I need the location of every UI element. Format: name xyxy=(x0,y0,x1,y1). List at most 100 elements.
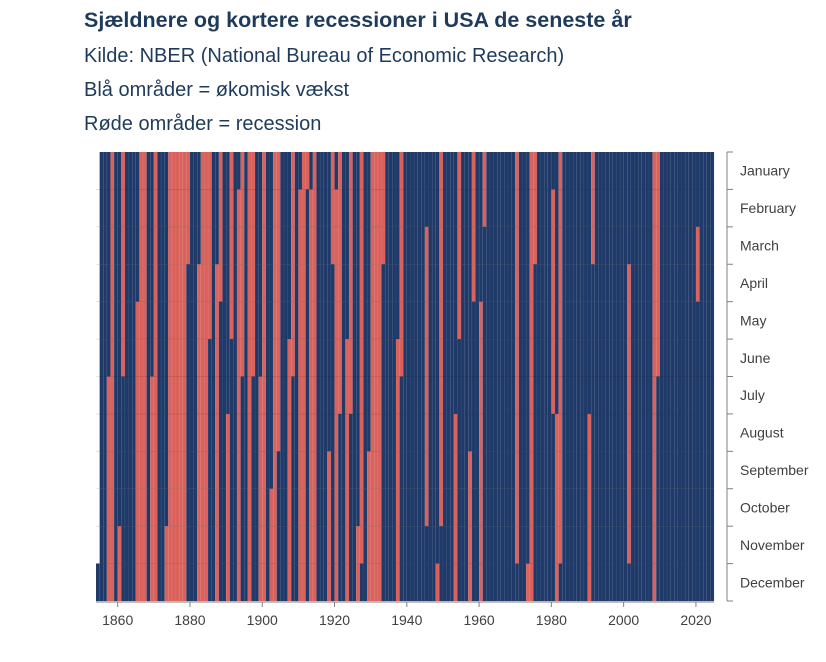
expansion-cell xyxy=(291,488,295,527)
expansion-cell xyxy=(526,226,530,265)
expansion-cell xyxy=(674,526,678,564)
expansion-cell xyxy=(323,488,328,527)
recession-cell xyxy=(150,376,154,414)
expansion-cell xyxy=(385,451,389,489)
expansion-cell xyxy=(677,301,682,340)
recession-cell xyxy=(153,226,158,265)
expansion-cell xyxy=(421,264,425,302)
recession-cell xyxy=(168,264,172,302)
expansion-cell xyxy=(265,526,270,564)
expansion-cell xyxy=(442,152,447,190)
recession-cell xyxy=(226,451,230,489)
expansion-cell xyxy=(233,264,237,302)
expansion-cell xyxy=(128,189,133,227)
recession-cell xyxy=(370,563,375,602)
expansion-cell xyxy=(526,264,530,302)
expansion-cell xyxy=(457,451,462,489)
expansion-cell xyxy=(580,226,584,265)
expansion-cell xyxy=(233,563,237,602)
expansion-cell xyxy=(659,301,664,340)
recession-cell xyxy=(171,451,176,489)
expansion-cell xyxy=(352,264,357,302)
expansion-cell xyxy=(630,189,635,227)
expansion-cell xyxy=(576,301,581,340)
expansion-cell xyxy=(103,301,107,340)
expansion-cell xyxy=(251,563,256,602)
expansion-cell xyxy=(114,563,118,602)
recession-cell xyxy=(142,376,147,414)
expansion-cell xyxy=(475,152,480,190)
recession-cell xyxy=(258,413,263,452)
expansion-cell xyxy=(428,376,433,414)
expansion-cell xyxy=(695,413,700,452)
recession-cell xyxy=(106,451,111,489)
expansion-cell xyxy=(352,488,357,527)
expansion-cell xyxy=(464,339,469,377)
expansion-cell xyxy=(352,413,357,452)
expansion-cell xyxy=(403,152,407,190)
expansion-cell xyxy=(193,301,198,340)
expansion-cell xyxy=(670,413,675,452)
expansion-cell xyxy=(526,488,530,527)
expansion-cell xyxy=(616,451,621,489)
expansion-cell xyxy=(226,264,230,302)
expansion-cell xyxy=(667,413,671,452)
expansion-cell xyxy=(244,563,248,602)
expansion-cell xyxy=(703,339,707,377)
recession-cell xyxy=(479,526,483,564)
expansion-cell xyxy=(601,451,606,489)
expansion-cell xyxy=(403,376,407,414)
expansion-cell xyxy=(406,189,411,227)
expansion-cell xyxy=(305,451,310,489)
expansion-cell xyxy=(461,451,465,489)
expansion-cell xyxy=(450,413,454,452)
expansion-cell xyxy=(218,451,223,489)
expansion-cell xyxy=(638,376,642,414)
recession-cell xyxy=(302,339,306,377)
expansion-cell xyxy=(114,339,118,377)
recession-cell xyxy=(168,413,172,452)
expansion-cell xyxy=(522,339,527,377)
expansion-cell xyxy=(403,264,407,302)
recession-cell xyxy=(142,226,147,265)
expansion-cell xyxy=(464,226,469,265)
expansion-cell xyxy=(612,376,617,414)
expansion-cell xyxy=(432,339,436,377)
expansion-cell xyxy=(258,152,263,190)
expansion-cell xyxy=(667,526,671,564)
expansion-cell xyxy=(710,152,715,190)
x-tick-label: 1880 xyxy=(174,612,205,628)
expansion-cell xyxy=(363,339,368,377)
expansion-cell xyxy=(457,339,462,377)
expansion-cell xyxy=(551,488,556,527)
expansion-cell xyxy=(699,152,704,190)
expansion-cell xyxy=(468,376,472,414)
recession-cell xyxy=(395,339,400,377)
expansion-cell xyxy=(222,563,227,602)
expansion-cell xyxy=(244,376,248,414)
expansion-cell xyxy=(330,301,335,340)
expansion-cell xyxy=(428,526,433,564)
recession-cell xyxy=(179,301,183,340)
expansion-cell xyxy=(605,376,610,414)
expansion-cell xyxy=(547,563,552,602)
recession-cell xyxy=(627,264,631,302)
recession-cell xyxy=(652,152,657,190)
expansion-cell xyxy=(233,339,237,377)
expansion-cell xyxy=(128,451,133,489)
expansion-cell xyxy=(124,189,129,227)
expansion-cell xyxy=(121,563,125,602)
expansion-cell xyxy=(504,152,509,190)
y-tick-label: August xyxy=(740,425,784,441)
recession-cell xyxy=(348,226,353,265)
recession-cell xyxy=(262,413,266,452)
expansion-cell xyxy=(211,264,216,302)
expansion-cell xyxy=(703,152,707,190)
expansion-cell xyxy=(146,339,151,377)
recession-cell xyxy=(348,189,353,227)
expansion-cell xyxy=(189,152,194,190)
expansion-cell xyxy=(580,339,584,377)
expansion-cell xyxy=(461,563,465,602)
expansion-cell xyxy=(363,526,368,564)
expansion-cell xyxy=(193,413,198,452)
